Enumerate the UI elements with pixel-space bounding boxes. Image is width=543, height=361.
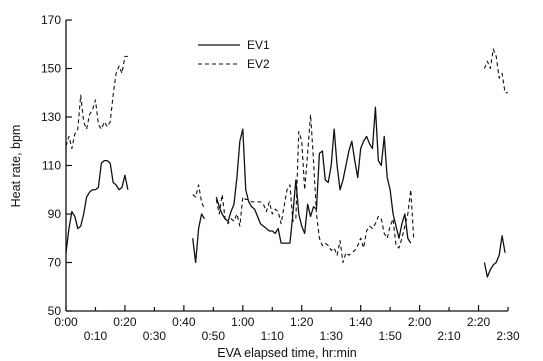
x-tick-label: 1:10: [261, 329, 285, 343]
x-tick-label: 0:20: [113, 315, 137, 329]
x-tick-label: 1:40: [349, 315, 373, 329]
x-tick-label: 1:20: [290, 315, 314, 329]
y-tick-label: 130: [41, 110, 61, 124]
y-tick-label: 90: [48, 207, 62, 221]
x-tick-label: 2:10: [437, 329, 461, 343]
x-tick-label: 2:00: [408, 315, 432, 329]
series-ev1-segment-3: [215, 106, 412, 244]
legend-label-ev1: EV1: [247, 38, 270, 52]
y-tick-label: 110: [42, 159, 61, 173]
series-ev1-segment-1: [65, 160, 129, 253]
x-tick-label: 2:30: [496, 329, 520, 343]
series-ev1-segment-2: [192, 213, 206, 264]
series-ev2-segment-1: [65, 55, 128, 150]
x-tick-label: 2:20: [467, 315, 491, 329]
x-tick-label: 1:30: [320, 329, 344, 343]
y-tick-label: 150: [41, 62, 61, 76]
series-ev2-segment-2: [192, 184, 205, 210]
series-ev2-segment-4: [483, 48, 508, 94]
x-tick-label: 0:30: [143, 329, 167, 343]
y-tick-label: 70: [48, 256, 62, 270]
x-axis-title: EVA elapsed time, hr:min: [217, 346, 356, 360]
x-tick-label: 1:00: [231, 315, 255, 329]
legend: EV1 EV2: [198, 38, 270, 71]
y-tick-label: 170: [41, 13, 61, 27]
x-tick-label: 0:50: [202, 329, 226, 343]
ticks-layer: 50 70 90 110 130 150 170 0:00 0:20 0:40 1:00 1:20 1:…: [41, 13, 520, 343]
legend-label-ev2: EV2: [247, 57, 270, 71]
axes-layer: [65, 20, 508, 312]
series-layer: [65, 48, 508, 278]
series-ev2-segment-3: [215, 114, 415, 264]
x-tick-label: 0:40: [172, 315, 196, 329]
x-tick-label: 0:00: [54, 315, 78, 329]
y-axis-title: Heat rate, bpm: [9, 125, 23, 208]
series-ev1-segment-4: [483, 235, 506, 278]
y-tick-label: 50: [48, 304, 62, 318]
x-tick-label: 1:50: [378, 329, 402, 343]
x-tick-label: 0:10: [84, 329, 108, 343]
